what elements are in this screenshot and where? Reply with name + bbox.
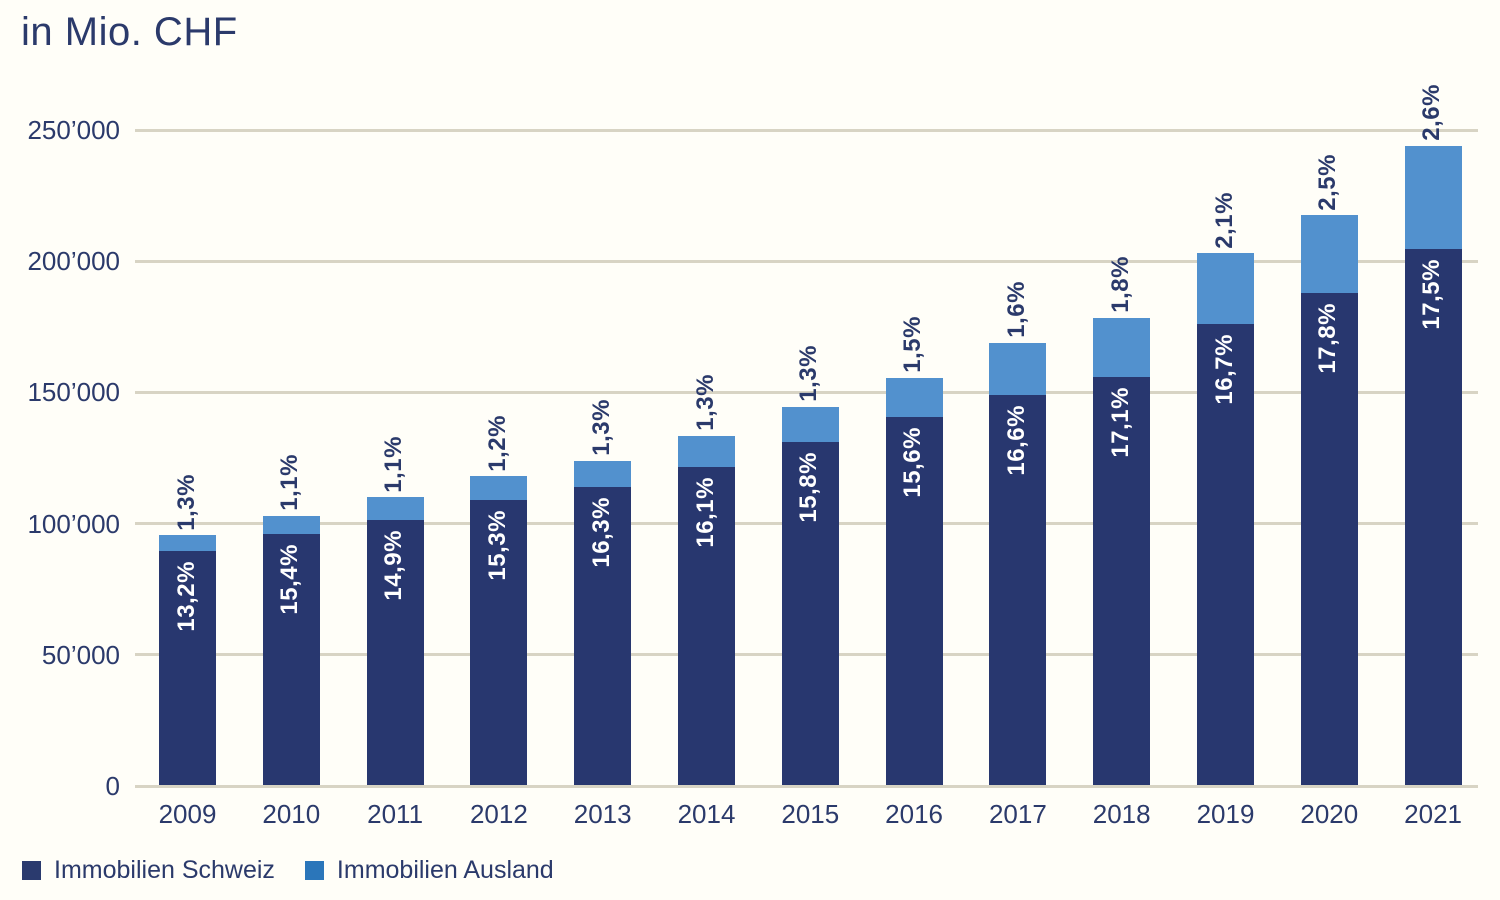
gridline-150000 — [135, 390, 1478, 394]
legend-swatch-ausland — [304, 861, 324, 880]
x-axis-label-2011: 2011 — [367, 799, 424, 829]
bar-segment-ausland-2011 — [366, 497, 424, 520]
bar-label-ausland-2016: 1,5% — [899, 316, 927, 373]
bar-segment-ausland-2019 — [1197, 253, 1254, 325]
y-axis-tick-label: 50’000 — [41, 639, 120, 670]
bar-segment-schweiz-2018 — [1093, 376, 1151, 786]
bar-label-schweiz-2012: 15,3% — [483, 509, 511, 581]
bar-label-ausland-2010: 1,1% — [276, 454, 304, 511]
chart-title: in Mio. CHF — [21, 10, 238, 54]
bar-label-ausland-2013: 1,3% — [587, 398, 615, 456]
bar-segment-ausland-2021 — [1404, 145, 1462, 250]
bar-segment-schweiz-2009 — [159, 551, 216, 786]
bar-label-ausland-2012: 1,2% — [483, 414, 511, 472]
x-axis-label-2021: 2021 — [1404, 799, 1463, 829]
bar-label-schweiz-2017: 16,6% — [1002, 405, 1030, 476]
bar-label-schweiz-2014: 16,1% — [691, 477, 719, 548]
bar-label-ausland-2019: 2,1% — [1210, 191, 1238, 249]
bar-label-schweiz-2013: 16,3% — [587, 496, 615, 568]
bar-label-ausland-2021: 2,6% — [1418, 84, 1446, 141]
bar-label-schweiz-2016: 15,6% — [899, 427, 927, 498]
bar-label-ausland-2020: 2,5% — [1314, 153, 1342, 211]
x-axis-label-2010: 2010 — [262, 799, 321, 829]
bar-segment-schweiz-2011 — [366, 519, 424, 786]
bar-label-ausland-2014: 1,3% — [691, 374, 719, 431]
gridline-250000 — [135, 128, 1478, 132]
bar-label-schweiz-2010: 15,4% — [276, 544, 304, 615]
bar-segment-schweiz-2014 — [678, 467, 735, 786]
bar-label-schweiz-2011: 14,9% — [380, 529, 408, 601]
x-axis-label-2016: 2016 — [885, 799, 944, 829]
bar-label-ausland-2015: 1,3% — [795, 345, 823, 402]
bar-segment-schweiz-2021 — [1404, 249, 1462, 786]
bar-segment-schweiz-2015 — [781, 442, 839, 786]
bar-segment-ausland-2016 — [885, 377, 943, 418]
bar-label-schweiz-2019: 16,7% — [1210, 334, 1238, 405]
legend-label-ausland: Immobilien Ausland — [336, 856, 554, 884]
bar-label-schweiz-2018: 17,1% — [1106, 386, 1134, 458]
x-axis-label-2009: 2009 — [158, 799, 217, 829]
gridline-200000 — [135, 259, 1478, 263]
bar-label-ausland-2009: 1,3% — [172, 473, 200, 531]
bar-segment-ausland-2015 — [781, 406, 839, 443]
x-axis-label-2017: 2017 — [988, 799, 1047, 829]
bar-segment-schweiz-2012 — [470, 499, 528, 786]
legend-label-schweiz: Immobilien Schweiz — [54, 856, 275, 884]
y-axis-tick-label: 0 — [105, 771, 120, 801]
bar-segment-schweiz-2019 — [1197, 324, 1254, 786]
bar-label-schweiz-2020: 17,8% — [1314, 302, 1342, 374]
x-axis-label-2012: 2012 — [469, 799, 528, 829]
legend-swatch-schweiz — [22, 861, 41, 880]
bar-segment-ausland-2014 — [678, 435, 735, 468]
bar-label-ausland-2011: 1,1% — [380, 435, 408, 493]
x-axis-label-2015: 2015 — [781, 799, 840, 829]
legend-item-immobilien-ausland: Immobilien Ausland — [304, 856, 554, 885]
y-axis-tick-label: 250’000 — [27, 115, 120, 145]
bar-segment-ausland-2018 — [1093, 317, 1151, 377]
bar-segment-schweiz-2016 — [885, 417, 943, 786]
bar-segment-ausland-2009 — [159, 535, 216, 552]
bar-label-schweiz-2015: 15,8% — [795, 452, 823, 523]
bar-segment-schweiz-2013 — [574, 486, 632, 786]
bar-segment-ausland-2013 — [574, 460, 632, 487]
bar-segment-ausland-2017 — [989, 342, 1047, 395]
legend-item-immobilien-schweiz: Immobilien Schweiz — [22, 856, 275, 885]
y-axis-tick-label: 150’000 — [27, 377, 120, 408]
bar-segment-ausland-2012 — [470, 476, 528, 500]
bar-segment-schweiz-2017 — [989, 395, 1047, 786]
bar-segment-ausland-2010 — [262, 515, 320, 535]
y-axis-tick-label: 100’000 — [27, 508, 120, 539]
bar-label-ausland-2017: 1,6% — [1002, 280, 1030, 338]
x-axis-label-2020: 2020 — [1300, 799, 1359, 829]
gridline-0 — [135, 784, 1478, 788]
bar-segment-schweiz-2010 — [262, 534, 320, 786]
x-axis-label-2013: 2013 — [573, 799, 632, 829]
bar-label-ausland-2018: 1,8% — [1106, 255, 1134, 313]
bar-segment-ausland-2020 — [1300, 215, 1358, 293]
y-axis-tick-label: 200’000 — [27, 246, 120, 277]
bar-label-schweiz-2009: 13,2% — [172, 561, 200, 632]
x-axis-label-2018: 2018 — [1092, 799, 1151, 829]
bar-label-schweiz-2021: 17,5% — [1418, 259, 1446, 330]
legend: Immobilien Schweiz Immobilien Ausland — [22, 856, 554, 885]
bar-segment-schweiz-2020 — [1300, 292, 1358, 786]
x-axis-label-2014: 2014 — [677, 799, 736, 829]
x-axis-label-2019: 2019 — [1196, 799, 1255, 829]
